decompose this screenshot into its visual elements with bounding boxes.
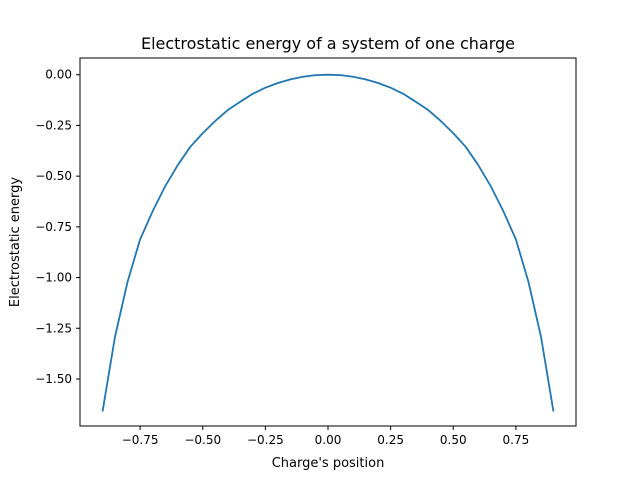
x-axis: −0.75 −0.50 −0.25 0.00 0.25 0.50 0.75: [122, 426, 530, 447]
x-tick-label: −0.50: [184, 433, 221, 447]
y-tick-label: −0.50: [35, 169, 72, 183]
y-tick-label: −1.00: [35, 271, 72, 285]
plot-area: [101, 73, 555, 412]
y-axis: 0.00 −0.25 −0.50 −0.75 −1.00 −1.25 −1.50: [35, 68, 80, 386]
chart-title: Electrostatic energy of a system of one …: [141, 34, 515, 53]
x-tick-label: 0.50: [440, 433, 467, 447]
y-tick-label: −0.25: [35, 118, 72, 132]
x-tick-label: 0.75: [503, 433, 530, 447]
y-tick-label: −1.50: [35, 372, 72, 386]
x-tick-label: −0.75: [122, 433, 159, 447]
y-tick-label: 0.00: [45, 68, 72, 82]
series-line-0: [101, 73, 555, 412]
y-tick-label: −0.75: [35, 220, 72, 234]
x-tick-label: 0.00: [315, 433, 342, 447]
y-axis-label: Electrostatic energy: [8, 177, 23, 308]
y-tick-label: −1.25: [35, 321, 72, 335]
x-tick-label: 0.25: [377, 433, 404, 447]
x-axis-label: Charge's position: [272, 456, 385, 471]
axes-frame: [79, 57, 577, 427]
x-tick-label: −0.25: [247, 433, 284, 447]
